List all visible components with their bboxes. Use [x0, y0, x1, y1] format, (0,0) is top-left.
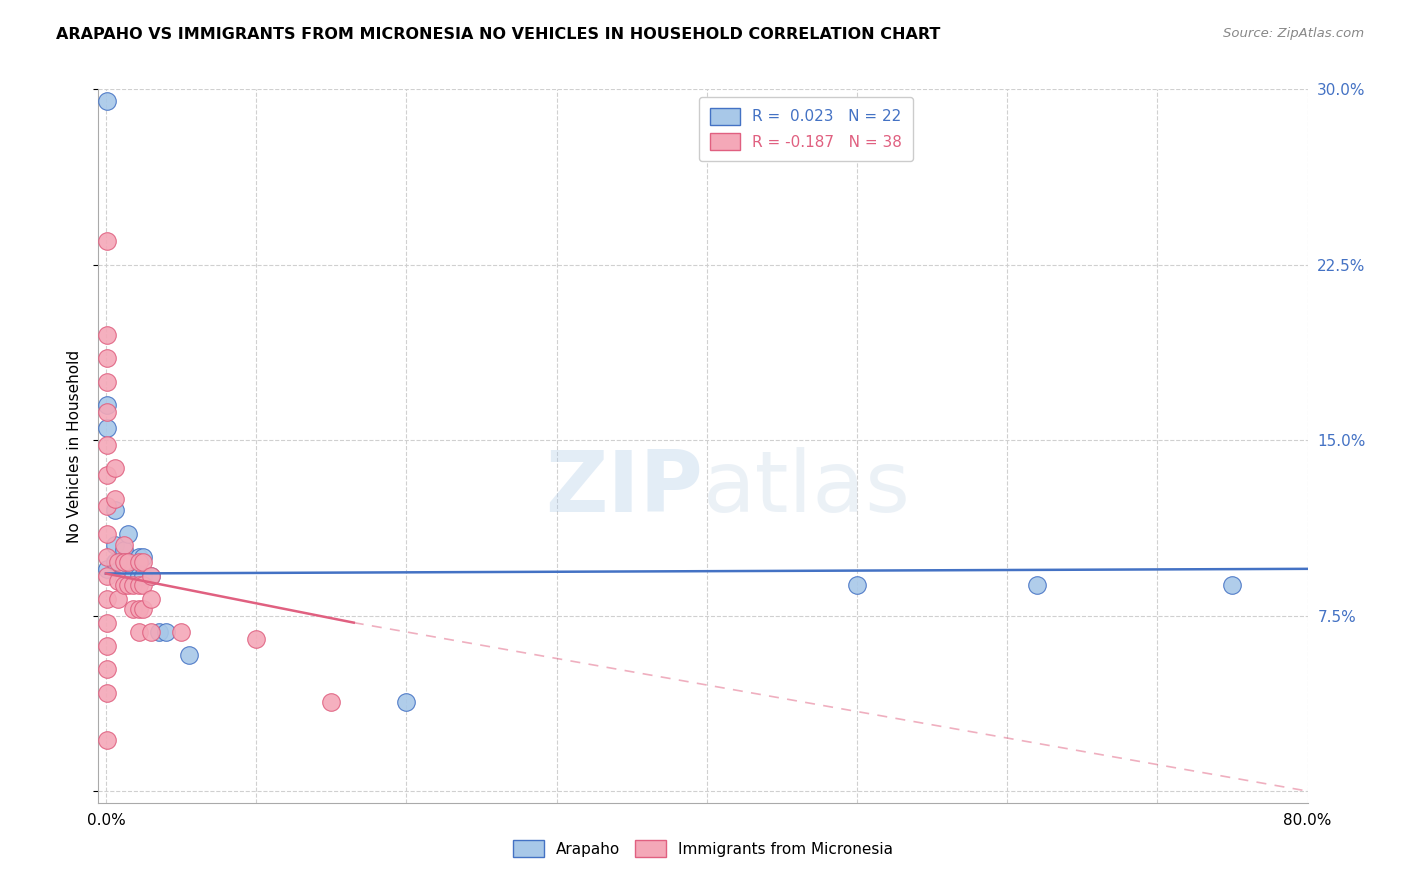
Point [148, 625, 170, 640]
Point [846, 578, 869, 592]
Point [104, 503, 127, 517]
Point [112, 555, 135, 569]
Point [107, 555, 129, 569]
Point [96, 234, 118, 248]
Text: ARAPAHO VS IMMIGRANTS FROM MICRONESIA NO VEHICLES IN HOUSEHOLD CORRELATION CHART: ARAPAHO VS IMMIGRANTS FROM MICRONESIA NO… [56, 27, 941, 42]
Point [122, 601, 145, 615]
Point [96, 592, 118, 607]
Point [139, 569, 162, 583]
Point [96, 468, 118, 483]
Point [128, 569, 150, 583]
Text: Source: ZipAtlas.com: Source: ZipAtlas.com [1223, 27, 1364, 40]
Point [96, 569, 118, 583]
Point [139, 569, 162, 583]
Point [96, 421, 118, 435]
Point [96, 662, 118, 676]
Point [117, 578, 139, 592]
Point [96, 639, 118, 653]
Point [107, 574, 129, 588]
Point [128, 625, 150, 640]
Point [170, 625, 193, 640]
Point [107, 592, 129, 607]
Point [104, 461, 127, 475]
Text: ZIP: ZIP [546, 447, 703, 531]
Point [128, 555, 150, 569]
Point [96, 526, 118, 541]
Point [321, 695, 343, 709]
Point [96, 398, 118, 412]
Point [96, 732, 118, 747]
Legend: Arapaho, Immigrants from Micronesia: Arapaho, Immigrants from Micronesia [503, 830, 903, 866]
Point [96, 438, 118, 452]
Point [112, 543, 135, 558]
Point [104, 555, 127, 569]
Point [177, 648, 200, 663]
Point [139, 592, 162, 607]
Point [117, 555, 139, 569]
Y-axis label: No Vehicles in Household: No Vehicles in Household [67, 350, 83, 542]
Point [96, 550, 118, 565]
Point [132, 550, 155, 565]
Point [128, 601, 150, 615]
Point [104, 491, 127, 506]
Point [245, 632, 267, 646]
Point [96, 562, 118, 576]
Point [112, 538, 135, 552]
Point [112, 555, 135, 569]
Point [96, 405, 118, 419]
Point [96, 351, 118, 366]
Point [96, 375, 118, 389]
Point [112, 578, 135, 592]
Point [1222, 578, 1244, 592]
Point [1026, 578, 1049, 592]
Point [104, 538, 127, 552]
Point [96, 499, 118, 513]
Point [132, 569, 155, 583]
Point [132, 555, 155, 569]
Point [128, 550, 150, 565]
Point [96, 94, 118, 108]
Point [132, 601, 155, 615]
Point [122, 569, 145, 583]
Point [139, 625, 162, 640]
Text: atlas: atlas [703, 447, 911, 531]
Point [117, 555, 139, 569]
Point [96, 686, 118, 700]
Point [117, 526, 139, 541]
Point [132, 578, 155, 592]
Point [96, 327, 118, 342]
Point [96, 615, 118, 630]
Point [155, 625, 177, 640]
Point [122, 578, 145, 592]
Point [128, 578, 150, 592]
Point [395, 695, 418, 709]
